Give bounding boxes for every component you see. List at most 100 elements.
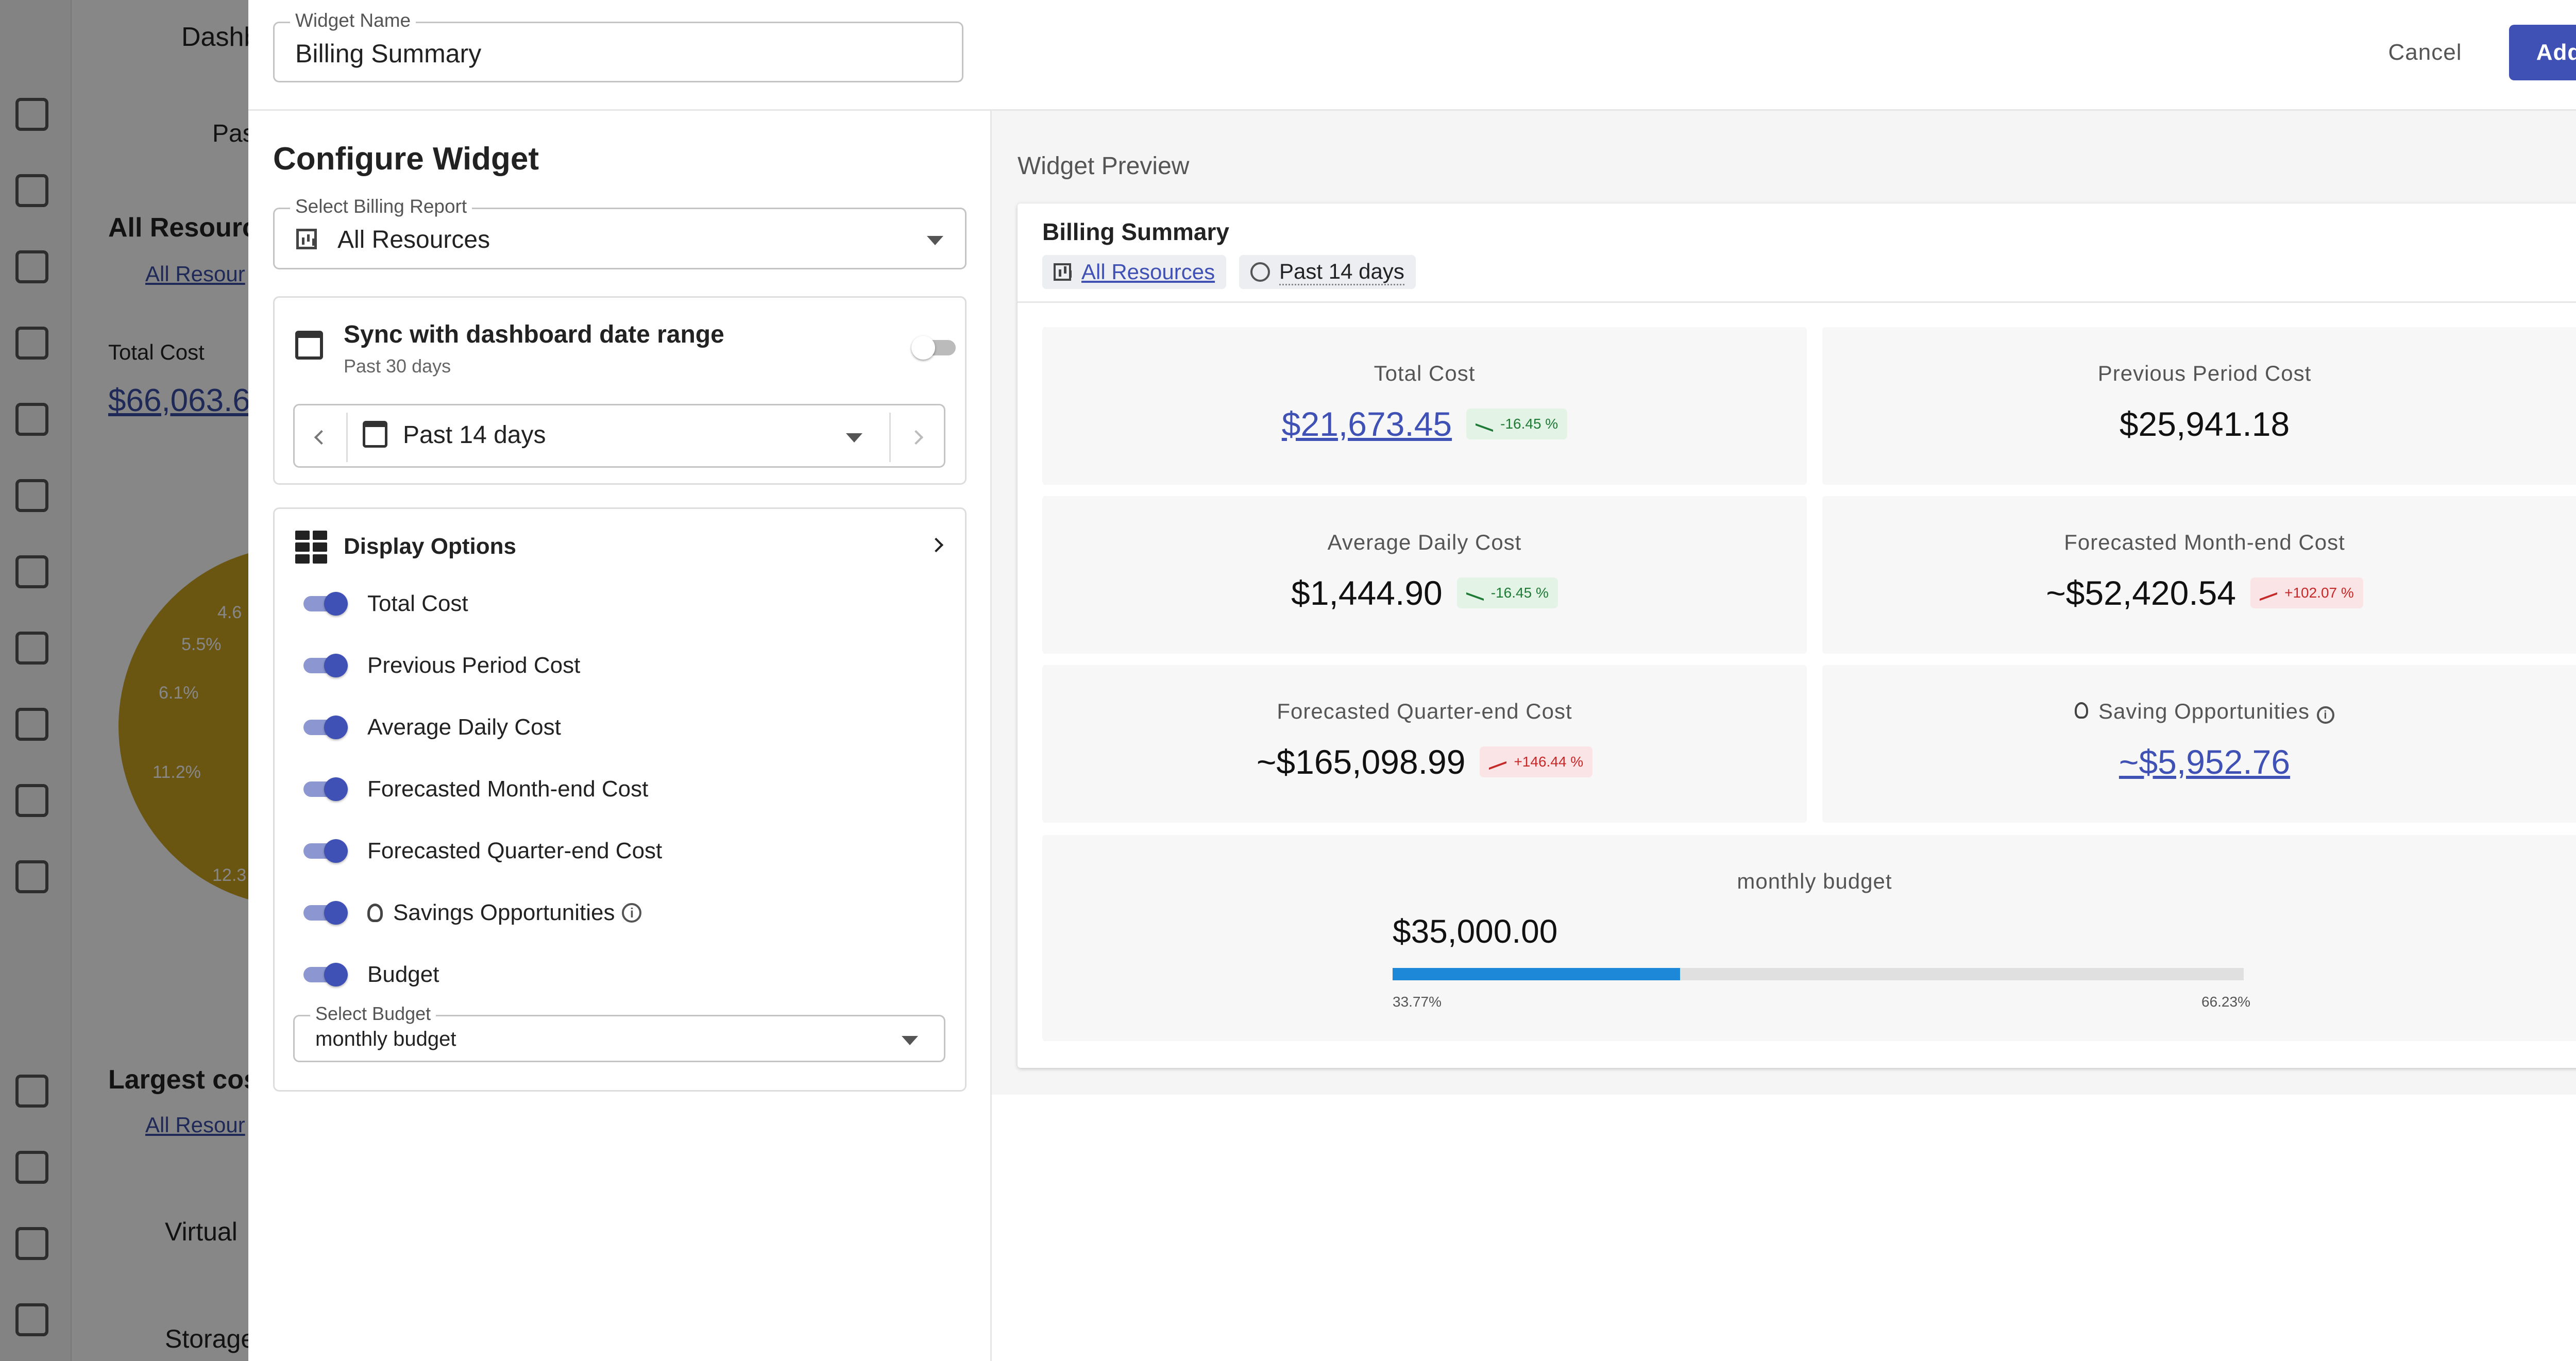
report-icon (15, 860, 48, 893)
trend-badge: -16.45 % (1456, 577, 1558, 608)
tile-total-cost: Total Cost $21,673.45 -16.45 % (1042, 327, 1807, 485)
date-range-picker[interactable]: Past 14 days (293, 404, 945, 468)
bulb-icon (367, 904, 383, 922)
home-icon (15, 98, 48, 131)
widget-name-field[interactable]: Widget Name Billing Summary (273, 10, 963, 82)
quarter-end-value: ~$165,098.99 (1256, 743, 1466, 781)
tile-label: Forecasted Month-end Cost (2064, 530, 2345, 554)
option-label: Total Cost (367, 591, 468, 616)
toggle[interactable] (303, 839, 348, 863)
widget-title: Billing Summary (1042, 218, 1229, 245)
budget-value: $35,000.00 (1393, 913, 1558, 950)
date-chip-label: Past 14 days (1279, 259, 1404, 285)
option-total-cost[interactable]: Total Cost (303, 587, 468, 620)
toggle[interactable] (303, 963, 348, 986)
sync-subtitle: Past 30 days (344, 355, 451, 377)
info-icon[interactable]: i (622, 903, 642, 923)
tile-label: Total Cost (1374, 361, 1476, 385)
bg-total-cost-value: $66,063.6 (108, 383, 250, 418)
toggle[interactable] (303, 716, 348, 739)
trend-icon (15, 403, 48, 436)
trend-badge: +102.07 % (2250, 577, 2363, 608)
savings-value[interactable]: ~$5,952.76 (2119, 743, 2291, 781)
budget-remaining-percent: 66.23% (2201, 994, 2250, 1010)
budget-used-percent: 33.77% (1393, 994, 1442, 1010)
trending-up-icon (2260, 585, 2278, 601)
sync-toggle[interactable] (911, 336, 956, 360)
display-options-card: Display Options Total Cost Previous Peri… (273, 507, 967, 1092)
integrations-icon (15, 1075, 48, 1108)
budget-select[interactable]: Select Budget monthly budget (293, 1003, 945, 1062)
option-savings-opportunities[interactable]: Savings Opportunities i (303, 896, 642, 929)
toggle[interactable] (303, 592, 348, 616)
tile-forecasted-quarter-end: Forecasted Quarter-end Cost ~$165,098.99… (1042, 665, 1807, 823)
option-budget[interactable]: Budget (303, 958, 439, 991)
badge-text: -16.45 % (1500, 416, 1558, 432)
settings-icon (15, 1303, 48, 1336)
add-button[interactable]: Add (2509, 25, 2576, 80)
table-icon (15, 327, 48, 360)
divider (1018, 301, 2576, 303)
trending-up-icon (1489, 754, 1507, 770)
trending-down-icon (1466, 585, 1484, 601)
preview-title: Widget Preview (1018, 152, 1190, 180)
bg-row-virtual: Virtual (165, 1217, 238, 1246)
bg-widget1-title: All Resource (108, 213, 272, 243)
dropdown-arrow-icon[interactable] (846, 433, 862, 443)
tile-label: Previous Period Cost (2097, 361, 2312, 385)
bg-widget2-title: Largest cost (108, 1065, 268, 1095)
money-icon (15, 479, 48, 512)
toggle[interactable] (303, 901, 348, 925)
hierarchy-icon (15, 784, 48, 817)
bg-row-storage: Storage (165, 1324, 256, 1353)
calendar-icon (363, 421, 387, 448)
date-chip: Past 14 days (1239, 255, 1416, 289)
budget-progress-fill (1393, 968, 1680, 980)
display-options-title: Display Options (344, 534, 516, 559)
prev-period-icon[interactable] (314, 430, 329, 445)
cancel-button[interactable]: Cancel (2388, 40, 2462, 65)
toggle[interactable] (303, 777, 348, 801)
report-chip[interactable]: All Resources (1042, 255, 1227, 289)
bg-widget1-chip: All Resour (145, 262, 245, 286)
bg-pie-label: 6.1% (159, 683, 199, 703)
date-range-value: Past 14 days (403, 421, 546, 449)
option-previous-period-cost[interactable]: Previous Period Cost (303, 649, 580, 682)
widget-name-label: Widget Name (290, 10, 416, 31)
billing-report-select[interactable]: Select Billing Report All Resources (273, 196, 967, 269)
trend-badge: +146.44 % (1480, 746, 1593, 777)
option-label: Average Daily Cost (367, 714, 561, 740)
tag-icon (15, 1151, 48, 1184)
divider (889, 413, 891, 462)
bg-pie-label: 5.5% (181, 635, 222, 654)
avg-daily-value: $1,444.90 (1291, 574, 1443, 612)
preview-panel-blank (992, 1095, 2576, 1361)
trending-down-icon (1476, 416, 1494, 432)
badge-text: +102.07 % (2284, 585, 2354, 601)
billing-report-label: Select Billing Report (290, 196, 472, 217)
bg-header-title: Dashb (181, 22, 259, 52)
option-label: Forecasted Quarter-end Cost (367, 838, 663, 863)
option-average-daily-cost[interactable]: Average Daily Cost (303, 711, 561, 744)
history-icon (15, 632, 48, 665)
document-icon (15, 1227, 48, 1260)
configure-panel: Configure Widget Select Billing Report A… (248, 111, 992, 1361)
option-label: Forecasted Month-end Cost (367, 776, 649, 802)
tile-budget: monthly budget $35,000.00 33.77% 66.23% (1042, 835, 2576, 1041)
tile-forecasted-month-end: Forecasted Month-end Cost ~$52,420.54 +1… (1822, 496, 2576, 654)
chart-icon (15, 250, 48, 283)
budget-select-value: monthly budget (315, 1028, 456, 1050)
option-forecasted-quarter-end[interactable]: Forecasted Quarter-end Cost (303, 835, 662, 867)
widget-name-input[interactable]: Billing Summary (295, 39, 482, 68)
tile-saving-opportunities: Saving Opportunities i ~$5,952.76 (1822, 665, 2576, 823)
report-chip-label[interactable]: All Resources (1081, 260, 1215, 284)
toggle[interactable] (303, 654, 348, 677)
info-icon[interactable]: i (2316, 706, 2334, 724)
total-cost-value[interactable]: $21,673.45 (1281, 405, 1452, 443)
play-icon (15, 555, 48, 588)
chevron-right-icon[interactable] (928, 537, 944, 553)
next-period-icon[interactable] (908, 430, 924, 445)
tile-label: Average Daily Cost (1327, 530, 1522, 554)
option-forecasted-month-end[interactable]: Forecasted Month-end Cost (303, 773, 648, 806)
budget-progress-bar (1393, 968, 2244, 980)
